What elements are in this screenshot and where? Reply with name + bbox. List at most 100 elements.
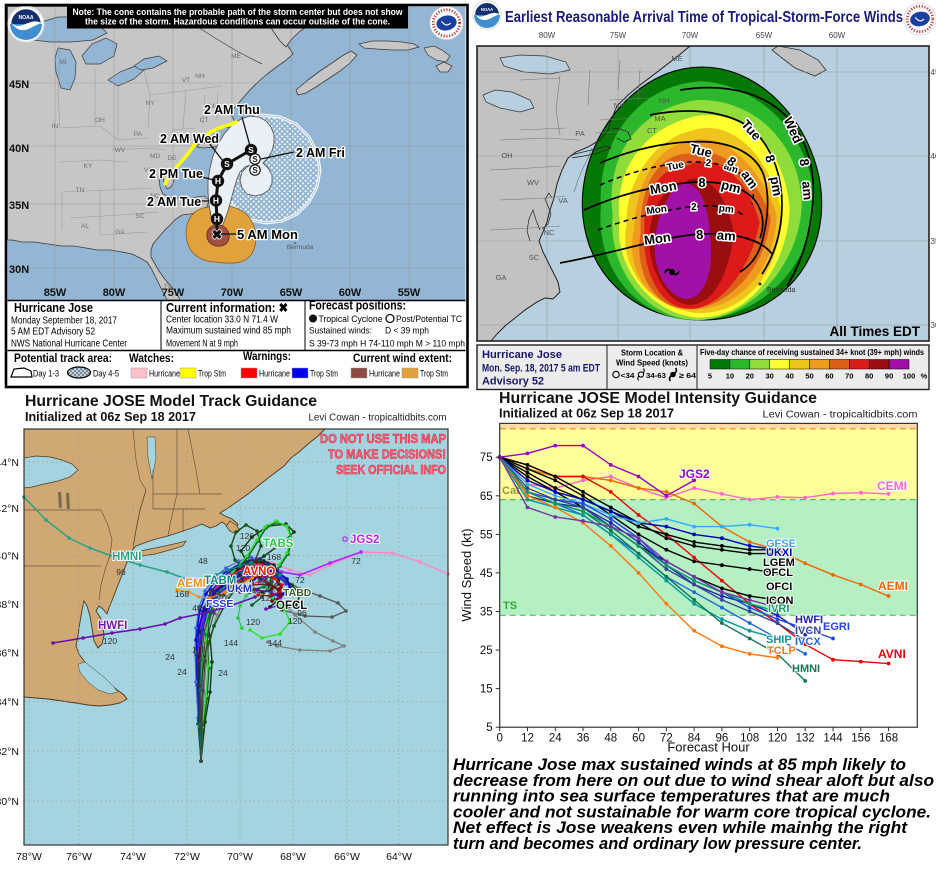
svg-text:144: 144 — [207, 588, 221, 598]
svg-text:5: 5 — [486, 722, 492, 734]
svg-text:VA: VA — [558, 196, 567, 205]
svg-text:10: 10 — [726, 372, 734, 381]
svg-text:32°N: 32°N — [0, 746, 19, 758]
svg-text:JGS2: JGS2 — [679, 467, 710, 481]
svg-text:80: 80 — [865, 372, 873, 381]
svg-text:≥ 64: ≥ 64 — [679, 371, 697, 380]
svg-text:VT: VT — [182, 77, 190, 84]
svg-text:CT: CT — [200, 117, 209, 124]
svg-text:40°N: 40°N — [0, 551, 19, 563]
svg-text:75W: 75W — [610, 31, 627, 40]
svg-text:70W: 70W — [682, 31, 699, 40]
svg-text:70: 70 — [845, 372, 853, 381]
svg-text:Day 1-3: Day 1-3 — [33, 369, 59, 379]
svg-text:S: S — [252, 166, 258, 175]
svg-text:All Times EDT: All Times EDT — [829, 324, 920, 339]
svg-text:24: 24 — [549, 733, 562, 745]
svg-text:cooler and not sustainable for: cooler and not sustainable for warm core… — [453, 803, 931, 821]
svg-text:48: 48 — [198, 556, 208, 566]
svg-text:25: 25 — [480, 645, 493, 657]
svg-text:IVCN: IVCN — [795, 625, 821, 637]
svg-text:FSSE: FSSE — [206, 598, 233, 610]
svg-text:74°W: 74°W — [120, 851, 146, 863]
svg-text:168: 168 — [175, 589, 189, 599]
svg-text:IN: IN — [52, 123, 59, 130]
svg-text:✖: ✖ — [212, 227, 223, 242]
svg-text:45: 45 — [480, 568, 493, 580]
svg-text:Mon. Sep. 18, 2017 5 am EDT: Mon. Sep. 18, 2017 5 am EDT — [482, 363, 600, 375]
svg-text:HMNI: HMNI — [112, 551, 141, 563]
svg-text:Hurricane JOSE Model Intensity: Hurricane JOSE Model Intensity Guidance — [499, 390, 817, 407]
svg-text:NOAA: NOAA — [18, 15, 33, 21]
svg-text:70W: 70W — [221, 287, 244, 299]
svg-text:5 AM Mon: 5 AM Mon — [237, 227, 298, 242]
svg-text:Hurricane Jose: Hurricane Jose — [14, 301, 93, 315]
svg-text:168: 168 — [267, 552, 281, 562]
svg-text:Movement N at 9 mph: Movement N at 9 mph — [166, 339, 238, 350]
svg-text:Sustained winds:: Sustained winds: — [309, 326, 372, 337]
svg-text:35: 35 — [480, 606, 493, 618]
svg-text:120: 120 — [236, 543, 250, 553]
svg-text:MA: MA — [209, 103, 219, 110]
svg-text:156: 156 — [851, 733, 870, 745]
svg-text:60W: 60W — [339, 287, 362, 299]
svg-text:am: am — [716, 227, 736, 243]
svg-text:2: 2 — [691, 202, 697, 213]
svg-text:120: 120 — [768, 733, 787, 745]
svg-text:120: 120 — [240, 531, 254, 541]
svg-text:JGS2: JGS2 — [350, 534, 379, 546]
svg-text:Initialized at 06z Sep 18 2017: Initialized at 06z Sep 18 2017 — [499, 406, 674, 421]
svg-text:AEMI: AEMI — [177, 578, 206, 590]
svg-text:KY: KY — [84, 163, 93, 170]
svg-text:CT: CT — [647, 126, 657, 135]
svg-text:42°N: 42°N — [0, 503, 19, 515]
svg-text:HWFI: HWFI — [98, 620, 127, 632]
svg-text:am: am — [799, 181, 816, 201]
svg-text:144: 144 — [247, 586, 261, 596]
svg-text:EGRI: EGRI — [823, 621, 850, 633]
svg-text:NC: NC — [544, 228, 555, 237]
svg-text:35: 35 — [931, 237, 936, 246]
svg-text:Forecast Hour: Forecast Hour — [667, 740, 750, 755]
svg-text:NJ: NJ — [179, 139, 187, 146]
svg-text:40: 40 — [931, 152, 936, 161]
svg-text:72: 72 — [295, 575, 305, 585]
svg-text:SHIP: SHIP — [766, 634, 792, 646]
svg-text:65W: 65W — [756, 31, 773, 40]
svg-text:ICON: ICON — [766, 595, 794, 607]
svg-text:H: H — [213, 196, 219, 206]
svg-text:Maximum sustained wind 85 mph: Maximum sustained wind 85 mph — [166, 326, 291, 337]
svg-text:HWFI: HWFI — [795, 614, 823, 626]
svg-text:108: 108 — [740, 733, 759, 745]
svg-text:Advisory 52: Advisory 52 — [482, 376, 544, 388]
svg-text:96: 96 — [716, 733, 729, 745]
svg-text:running into sea surface tempe: running into sea surface temperatures th… — [453, 788, 890, 806]
svg-text:30: 30 — [766, 372, 774, 381]
svg-text:65: 65 — [480, 491, 493, 503]
svg-text:90: 90 — [885, 372, 893, 381]
svg-text:Tue: Tue — [689, 141, 714, 161]
svg-text:24: 24 — [218, 668, 228, 678]
svg-text:Bermuda: Bermuda — [767, 287, 796, 294]
svg-text:IVCX: IVCX — [795, 636, 821, 648]
svg-text:100: 100 — [903, 372, 916, 381]
svg-text:DO NOT USE THIS MAP: DO NOT USE THIS MAP — [320, 432, 446, 446]
svg-text:TABS: TABS — [263, 538, 294, 550]
svg-text:S: S — [252, 155, 258, 164]
svg-text:Wind Speed (kt): Wind Speed (kt) — [459, 528, 474, 621]
svg-text:30: 30 — [931, 321, 936, 330]
svg-text:Trop Stm: Trop Stm — [198, 369, 226, 379]
svg-text:44°N: 44°N — [0, 457, 19, 469]
svg-text:Tue: Tue — [666, 159, 685, 173]
svg-text:TN: TN — [76, 187, 85, 194]
svg-text:Post/Potential TC: Post/Potential TC — [396, 314, 462, 325]
svg-text:38°N: 38°N — [0, 599, 19, 611]
svg-text:HMNI: HMNI — [792, 663, 820, 675]
svg-text:144: 144 — [224, 638, 238, 648]
svg-text:UKXI: UKXI — [766, 547, 792, 559]
svg-text:Wind Speed (knots): Wind Speed (knots) — [616, 358, 688, 368]
svg-text:Levi Cowan - tropicaltidbits.c: Levi Cowan - tropicaltidbits.com — [309, 412, 447, 424]
svg-text:Hurricane Jose: Hurricane Jose — [482, 349, 562, 361]
svg-text:Potential track area:: Potential track area: — [14, 353, 112, 365]
svg-text:144: 144 — [823, 733, 843, 745]
